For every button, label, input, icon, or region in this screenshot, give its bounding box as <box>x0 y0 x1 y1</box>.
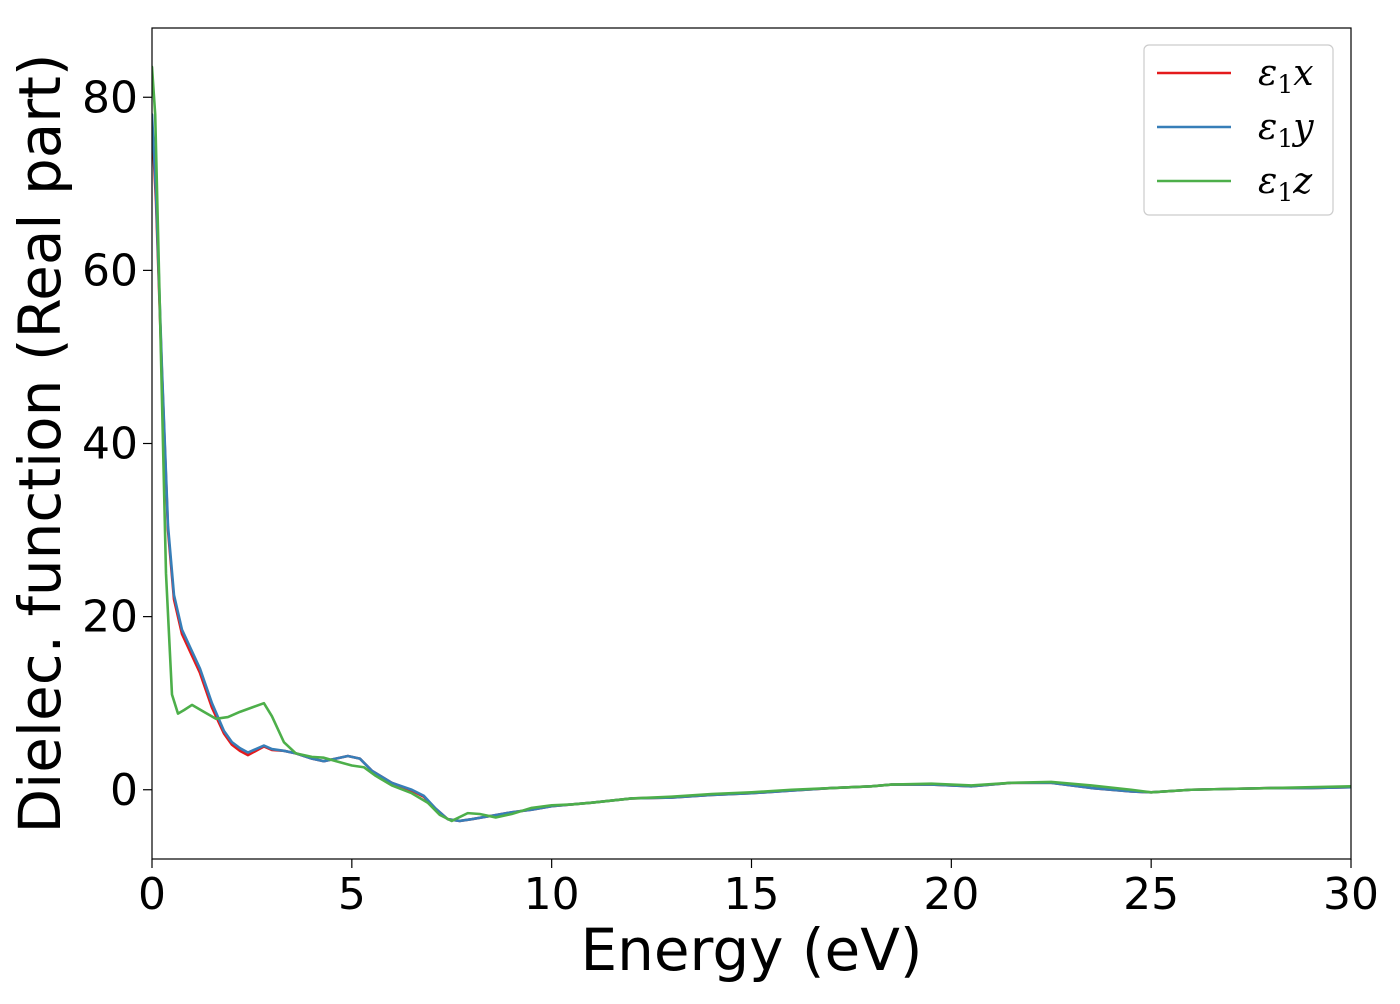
x-tick-label: 10 <box>524 869 580 920</box>
y-axis-ticks: 0 20 40 60 80 <box>82 72 152 816</box>
legend-label-z: ε1z <box>1258 161 1313 207</box>
x-tick-label: 0 <box>138 869 166 920</box>
y-axis-label: Dielec. function (Real part) <box>6 53 74 833</box>
x-tick-label: 15 <box>724 869 780 920</box>
legend-label-x: ε1x <box>1258 53 1314 99</box>
legend-box <box>1143 44 1334 216</box>
series-line-x <box>152 121 1351 823</box>
x-tick-label: 25 <box>1123 869 1179 920</box>
x-axis-label: Energy (eV) <box>580 916 922 984</box>
x-tick-label: 20 <box>923 869 979 920</box>
y-tick-label: 40 <box>82 419 138 470</box>
y-tick-label: 80 <box>82 72 138 123</box>
x-tick-label: 30 <box>1323 869 1379 920</box>
legend-label-y: ε1y <box>1258 107 1314 153</box>
series-line-z <box>152 65 1351 823</box>
x-axis-ticks: 0 5 10 15 20 25 30 <box>138 859 1379 920</box>
y-tick-label: 60 <box>82 245 138 296</box>
legend: ε1x ε1y ε1z <box>1143 44 1334 216</box>
x-tick-label: 5 <box>338 869 366 920</box>
series-line-y <box>152 113 1351 823</box>
y-tick-label: 20 <box>82 592 138 643</box>
y-tick-label: 0 <box>110 765 138 816</box>
